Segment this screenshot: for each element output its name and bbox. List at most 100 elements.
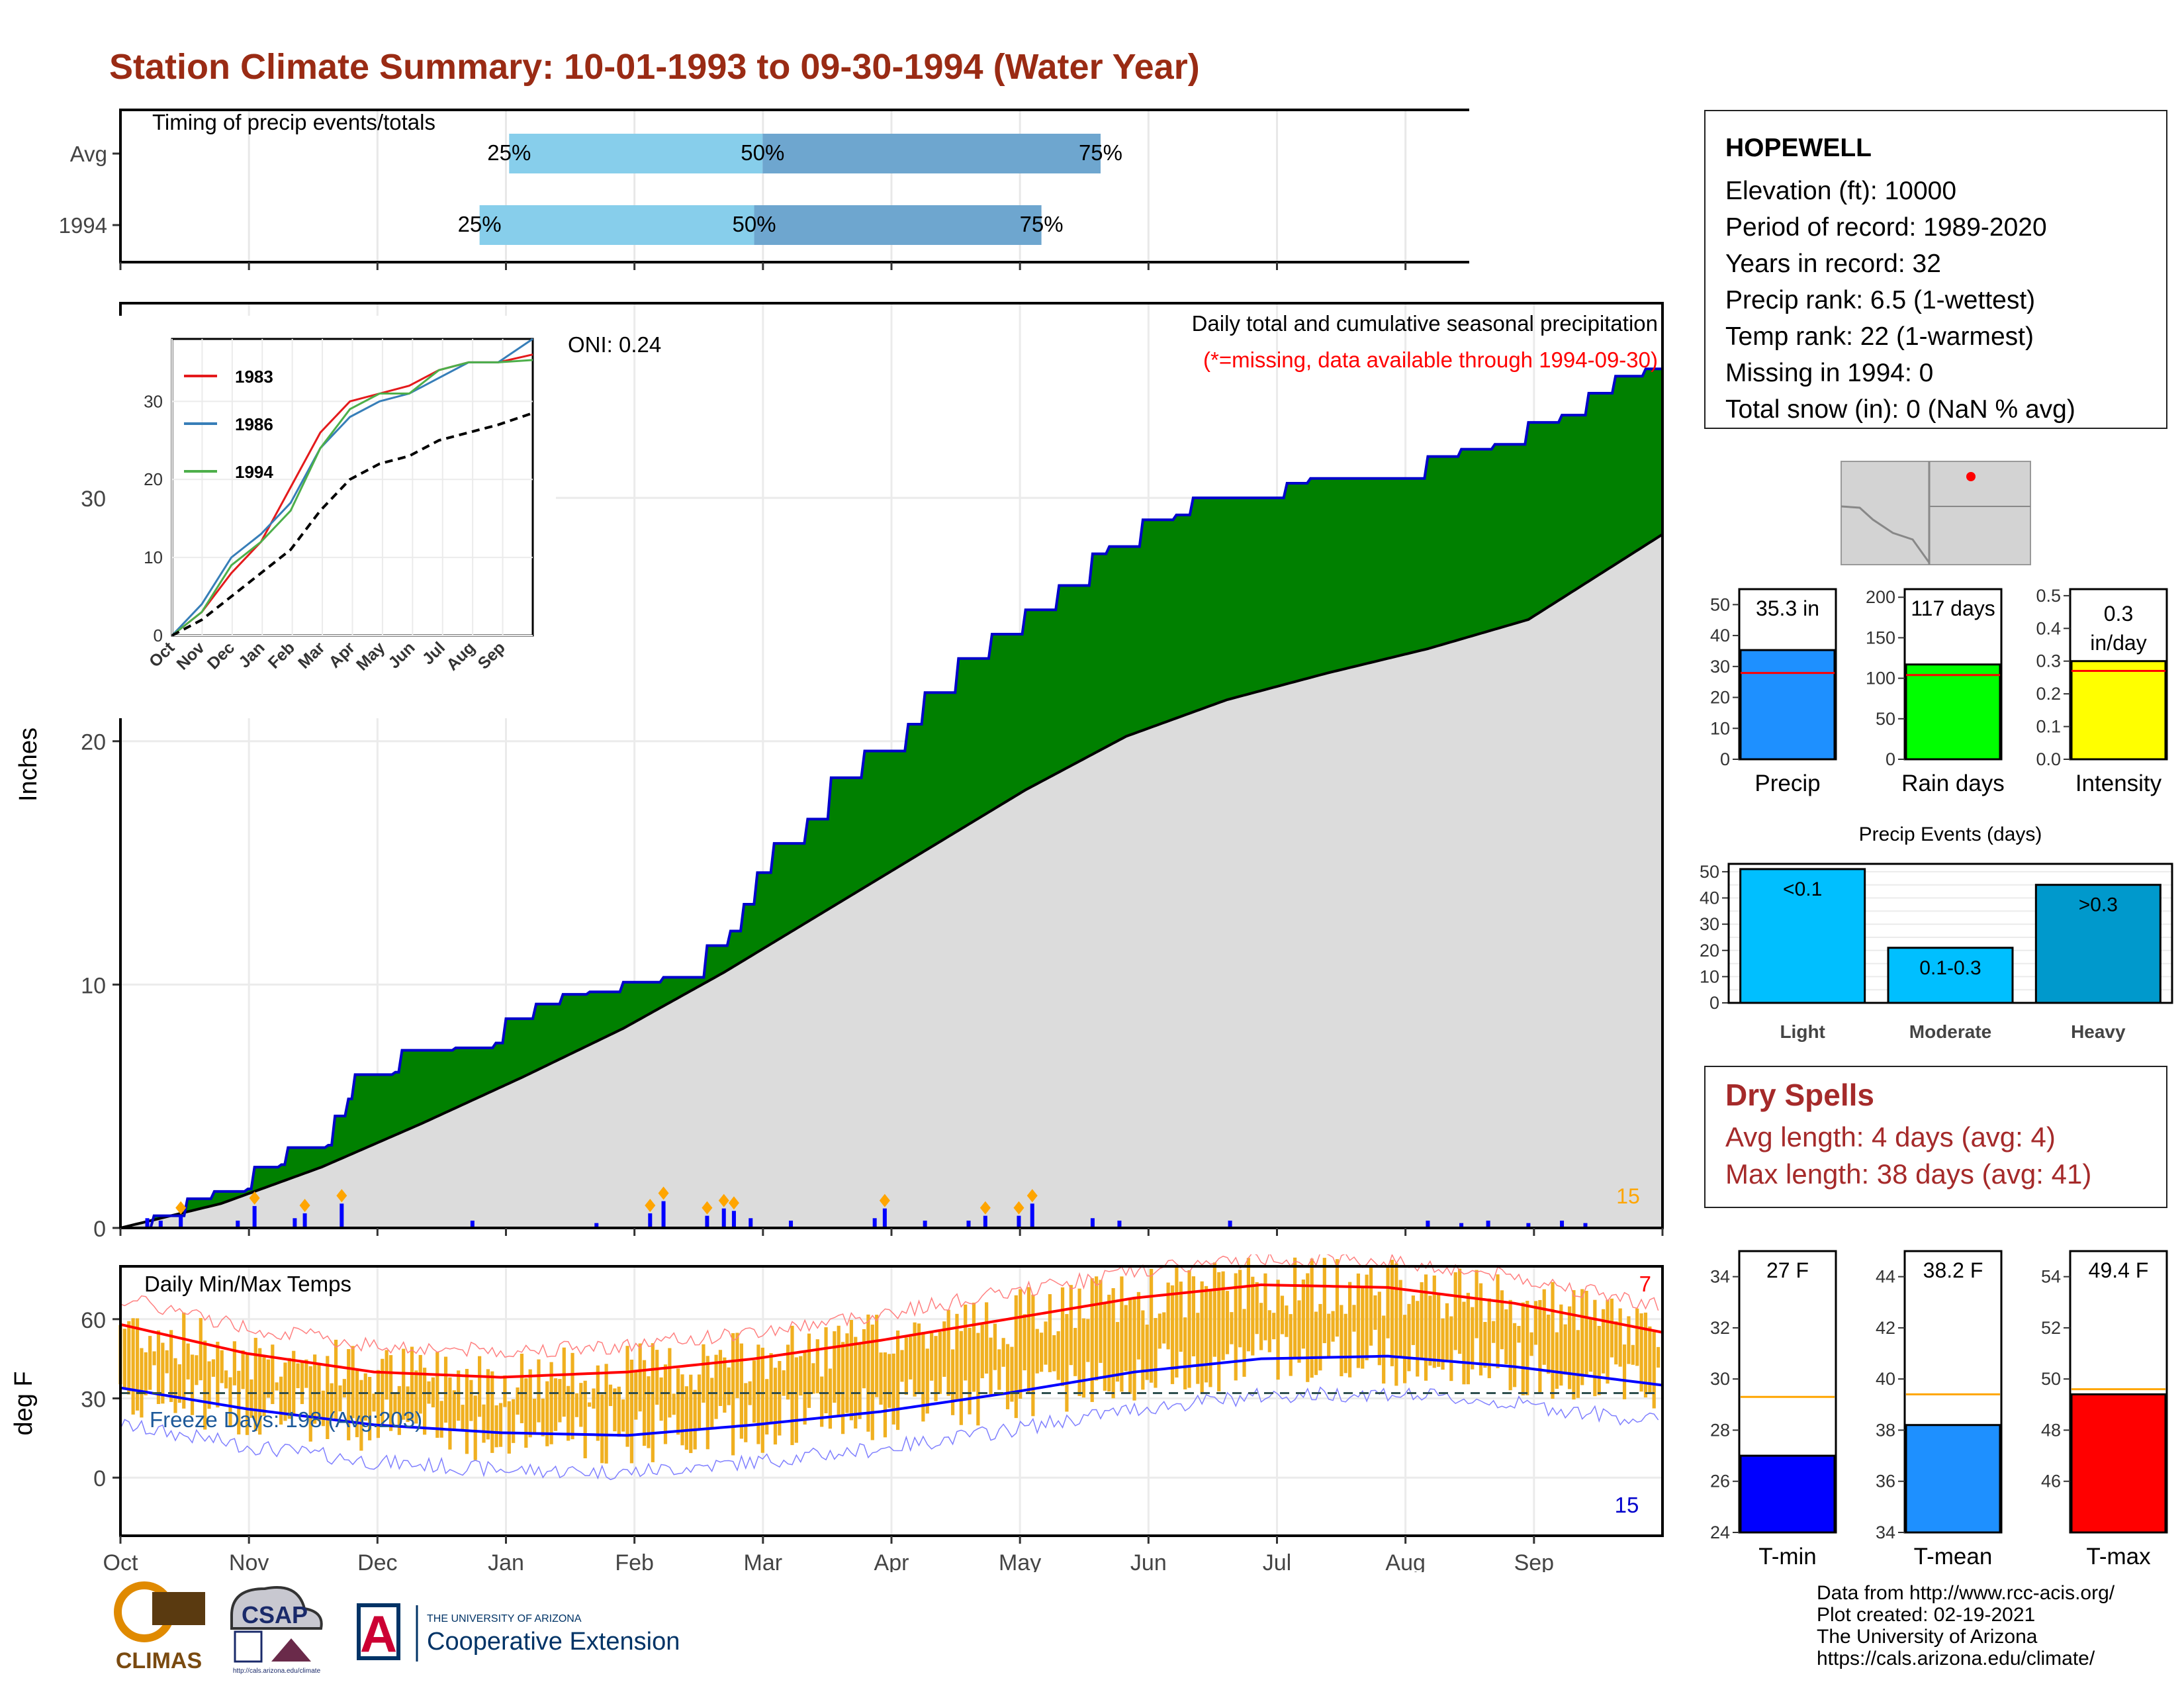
footer-credits: Data from http://www.rcc-acis.org/ Plot …: [1817, 1582, 2115, 1669]
daily-temp-range-bar: [503, 1375, 507, 1407]
summary-y-tick-label: 34: [1876, 1523, 1895, 1542]
summary-value-label: 35.3 in: [1756, 596, 1819, 620]
summary-value-label: 0.3: [2104, 602, 2133, 626]
daily-temp-range-bar: [1014, 1295, 1018, 1419]
precip-events-title: Precip Events (days): [1859, 823, 2042, 845]
daily-temp-range-bar: [950, 1349, 955, 1415]
daily-temp-range-bar: [1251, 1276, 1255, 1356]
daily-temp-range-bar: [127, 1321, 131, 1395]
timing-percent-label: 75%: [1079, 140, 1122, 165]
dry-spells-avg: Avg length: 4 days (avg: 4): [1725, 1121, 2056, 1152]
daily-temp-range-bar: [604, 1364, 608, 1464]
daily-temp-range-bar: [1588, 1318, 1593, 1372]
daily-record-marker: [658, 1186, 669, 1200]
daily-record-marker: [175, 1201, 187, 1215]
daily-temp-range-bar: [1424, 1274, 1428, 1381]
daily-temp-range-bar: [237, 1370, 241, 1434]
precip-event-category: Heavy: [2071, 1021, 2126, 1042]
daily-temp-range-bar: [1512, 1323, 1517, 1387]
daily-temp-range-bar: [1576, 1330, 1580, 1398]
daily-temp-range-bar: [723, 1357, 727, 1413]
daily-temp-range-bar: [621, 1399, 625, 1432]
daily-temp-range-bar: [858, 1344, 862, 1419]
daily-temp-range-bar: [486, 1369, 490, 1440]
daily-temp-range-bar: [1301, 1279, 1305, 1349]
daily-temp-range-bar: [1031, 1294, 1035, 1417]
daily-temp-range-bar: [760, 1347, 764, 1453]
daily-temp-range-bar: [1086, 1319, 1090, 1362]
daily-temp-range-bar: [1457, 1268, 1462, 1354]
daily-temp-range-bar: [216, 1341, 220, 1408]
daily-temp-range-bar: [837, 1325, 841, 1416]
daily-temp-range-bar: [1065, 1314, 1069, 1412]
daily-temp-range-bar: [739, 1343, 743, 1439]
daily-temp-range-bar: [372, 1393, 376, 1412]
daily-temp-range-bar: [596, 1365, 600, 1441]
temp-y-tick-label: 60: [81, 1308, 106, 1333]
daily-temp-range-bar: [1643, 1312, 1648, 1398]
daily-temp-range-bar: [1221, 1271, 1225, 1360]
daily-temp-range-bar: [731, 1333, 735, 1456]
daily-temp-range-bar: [1234, 1273, 1238, 1381]
ua-logo: A THE UNIVERSITY OF ARIZONA Cooperative …: [357, 1603, 680, 1663]
summary-bar-precip: [1739, 649, 1836, 761]
summary-value-label: 38.2 F: [1923, 1258, 1983, 1282]
precip-events-y-tick-label: 20: [1700, 941, 1719, 961]
daily-temp-range-bar: [866, 1314, 870, 1432]
daily-precip-bar: [302, 1213, 307, 1228]
daily-precip-bar: [145, 1218, 150, 1228]
daily-temp-range-bar: [887, 1354, 891, 1408]
daily-temp-range-bar: [1597, 1326, 1601, 1395]
daily-temp-range-bar: [1124, 1305, 1128, 1372]
precip-y-tick-label: 20: [81, 730, 106, 755]
daily-temp-range-bar: [697, 1374, 702, 1429]
daily-temp-range-bar: [250, 1379, 253, 1418]
daily-temp-range-bar: [820, 1376, 824, 1427]
daily-temp-range-bar: [1551, 1282, 1555, 1399]
summary-bar-intensity: [2070, 660, 2167, 761]
summary-y-tick-label: 0.5: [2036, 586, 2061, 606]
daily-temp-range-bar: [1593, 1299, 1597, 1397]
daily-temp-range-bar: [778, 1361, 782, 1436]
daily-temp-range-bar: [567, 1385, 570, 1441]
daily-temp-range-bar: [553, 1378, 558, 1431]
daily-record-marker: [1026, 1189, 1038, 1203]
daily-temp-range-bar: [655, 1350, 659, 1405]
temp-chart: 0 30 60 Daily Min/Max Temps Freeze Days: 198…: [10, 1254, 1664, 1572]
daily-record-marker: [1013, 1201, 1024, 1215]
daily-temp-range-bar: [562, 1347, 566, 1417]
summary-y-tick-label: 50: [1876, 709, 1895, 729]
daily-temp-range-bar: [786, 1344, 790, 1400]
daily-temp-range-bar: [702, 1344, 705, 1403]
daily-temp-range-bar: [735, 1333, 739, 1399]
daily-temp-range-bar: [431, 1377, 435, 1408]
daily-temp-range-bar: [342, 1379, 346, 1398]
daily-temp-range-bar: [1411, 1295, 1415, 1345]
daily-temp-range-bar: [634, 1370, 638, 1420]
daily-temp-range-bar: [220, 1350, 224, 1383]
daily-temp-range-bar: [718, 1350, 723, 1407]
daily-temp-range-bar: [1563, 1324, 1567, 1375]
daily-precip-bar: [789, 1220, 794, 1228]
daily-record-marker: [979, 1201, 991, 1215]
precip-events-y-tick-label: 10: [1700, 966, 1719, 986]
daily-temp-range-bar: [1276, 1280, 1280, 1380]
cumulative-precip-line: [120, 367, 1662, 1229]
precip-y-tick-label: 10: [81, 973, 106, 998]
daily-temp-range-bar: [883, 1352, 887, 1438]
daily-temp-range-bar: [266, 1359, 271, 1398]
daily-temp-range-bar: [693, 1389, 697, 1450]
summary-y-tick-label: 0.4: [2036, 618, 2061, 638]
daily-temp-range-bar: [490, 1371, 494, 1453]
daily-temp-range-bar: [558, 1379, 562, 1423]
timing-chart: 25%50%75%FirstLastAvg25%50%75%FirstLast1…: [59, 109, 1469, 270]
daily-temp-range-bar: [1208, 1291, 1212, 1387]
daily-precip-bar: [731, 1211, 736, 1228]
daily-temp-range-bar: [1044, 1321, 1048, 1365]
timing-title: Timing of precip events/totals: [152, 110, 435, 134]
inset-y-tick-label: 0: [154, 626, 163, 645]
timing-row-label: Avg: [70, 142, 107, 166]
daily-record-marker: [645, 1198, 656, 1212]
daily-temp-range-bar: [1504, 1309, 1508, 1364]
daily-temp-range-bar: [1567, 1306, 1572, 1389]
